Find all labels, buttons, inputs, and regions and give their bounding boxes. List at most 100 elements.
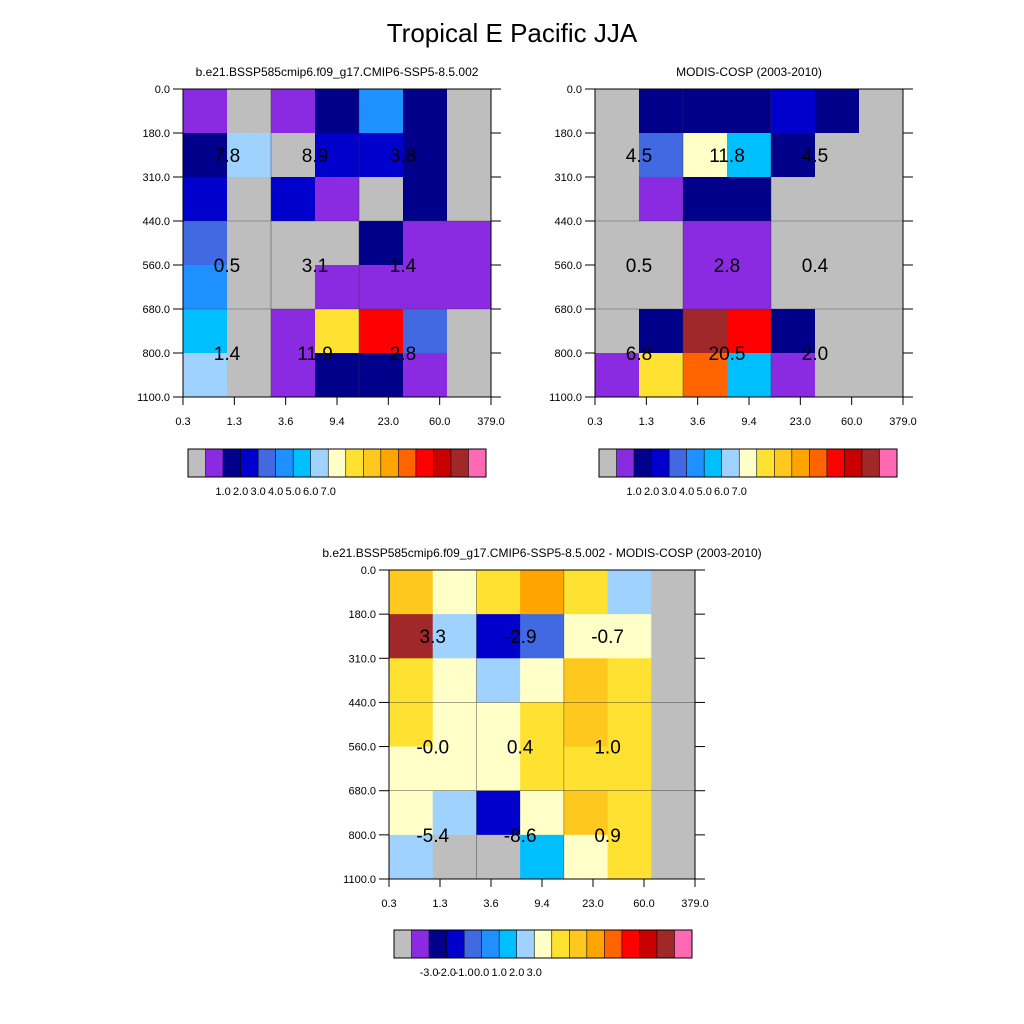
box-value-label: 2.8 <box>714 256 740 277</box>
heatmap-cell <box>683 265 728 310</box>
heatmap-cell <box>683 133 728 178</box>
heatmap-cell <box>359 177 404 222</box>
heatmap-cell <box>607 746 652 792</box>
heatmap-cell <box>859 309 904 354</box>
heatmap-cell <box>183 265 228 310</box>
heatmap-cell <box>595 221 640 266</box>
colorbar-frame <box>187 448 487 478</box>
y-tick-label: 180.0 <box>142 128 170 140</box>
chart-panel-3: b.e21.BSSP585cmip6.f09_g17.CMIP6-SSP5-8.… <box>322 546 761 979</box>
colorbar-swatch <box>704 449 723 477</box>
colorbar-swatch <box>188 449 206 477</box>
box-value-label: 20.5 <box>709 344 746 365</box>
colorbar-swatch <box>616 449 635 477</box>
heatmap-cell <box>683 309 728 354</box>
heatmap-cell <box>859 221 904 266</box>
heatmap-cell <box>227 265 272 310</box>
box-value-label: 8.9 <box>302 146 328 167</box>
colorbar-swatch <box>328 449 347 477</box>
y-tick-label: 310.0 <box>348 653 376 665</box>
heatmap-cell <box>476 658 521 703</box>
colorbar-label: 7.0 <box>321 486 336 498</box>
colorbar-swatch <box>586 930 605 958</box>
box-value-label: 4.5 <box>626 146 652 167</box>
heatmap-cell <box>389 658 434 703</box>
heatmap-cell <box>607 614 652 659</box>
heatmap-cell <box>271 89 316 134</box>
y-tick-label: 560.0 <box>142 260 170 272</box>
heatmap-cell <box>563 614 609 659</box>
heatmap-cell <box>183 221 228 266</box>
colorbar-swatch <box>756 449 775 477</box>
heatmap-cell <box>651 746 696 792</box>
colorbar-label: 6.0 <box>714 486 729 498</box>
box-value-label: 3.3 <box>420 627 446 648</box>
colorbar-swatch <box>415 449 434 477</box>
heatmap-cell <box>595 309 640 354</box>
heatmap-cell <box>727 265 772 310</box>
heatmap-cell <box>727 353 772 398</box>
colorbar-label: 1.0 <box>492 967 507 979</box>
heatmap-cell <box>271 265 316 310</box>
heatmap-cell <box>315 177 360 222</box>
colorbar-swatch <box>363 449 382 477</box>
colorbar-label: 2.0 <box>233 486 248 498</box>
heatmap-cell <box>815 177 860 222</box>
x-tick-label: 3.6 <box>278 416 293 428</box>
heatmap-cell <box>815 309 860 354</box>
heatmap-cell <box>639 89 684 134</box>
heatmap-cell <box>359 265 404 310</box>
heatmap-cell <box>403 177 448 222</box>
colorbar-swatch <box>599 449 617 477</box>
colorbar-label: 3.0 <box>250 486 265 498</box>
heatmap-cell <box>389 834 434 880</box>
heatmap-cell <box>403 133 448 178</box>
heatmap-cell <box>520 570 565 615</box>
colorbar-swatch <box>861 449 880 477</box>
box-value-label: -2.9 <box>504 627 537 648</box>
y-tick-label: 1100.0 <box>343 874 376 886</box>
colorbar-swatch <box>468 449 487 477</box>
box-value-label: -0.0 <box>416 738 449 759</box>
heatmap-cell <box>432 570 477 615</box>
y-tick-label: 440.0 <box>142 216 170 228</box>
box-value-label: 1.0 <box>594 738 620 759</box>
x-tick-label: 60.0 <box>429 416 450 428</box>
colorbar-swatch <box>411 930 430 958</box>
colorbar-swatch <box>844 449 863 477</box>
y-tick-label: 680.0 <box>348 786 376 798</box>
heatmap-cell <box>315 353 360 398</box>
box-value-label: -0.7 <box>591 627 624 648</box>
colorbar-swatch <box>516 930 535 958</box>
heatmap-cell <box>271 133 316 178</box>
y-tick-label: 1100.0 <box>137 392 170 404</box>
colorbar-swatch <box>879 449 898 477</box>
colorbar-swatch <box>481 930 500 958</box>
heatmap-cell <box>227 89 272 134</box>
heatmap-cell <box>815 221 860 266</box>
heatmap-cell <box>227 133 272 178</box>
heatmap-cell <box>771 221 816 266</box>
box-value-label: 3.1 <box>302 256 328 277</box>
heatmap-cell <box>639 309 684 354</box>
heatmap-cell <box>607 658 652 703</box>
colorbar-swatch <box>791 449 810 477</box>
colorbar-label: -3.0 <box>420 967 439 979</box>
colorbar-swatch <box>774 449 793 477</box>
box-value-label: 1.4 <box>214 344 241 365</box>
heatmap-cell <box>520 746 565 792</box>
colorbar-label: 1.0 <box>215 486 230 498</box>
heatmap-cell <box>315 309 360 354</box>
heatmap-cell <box>639 177 684 222</box>
colorbar-label: -2.0 <box>437 967 456 979</box>
heatmap-cell <box>476 790 521 836</box>
y-tick-label: 800.0 <box>142 348 170 360</box>
y-tick-label: 0.0 <box>155 84 170 96</box>
box-value-label: 0.4 <box>507 738 534 759</box>
heatmap-cell <box>183 177 228 222</box>
chart-panel-2: MODIS-COSP (2003-2010) 0.0 180.0 310.0 440.0… <box>549 65 917 498</box>
y-tick-label: 440.0 <box>348 697 376 709</box>
heatmap-cell <box>389 746 434 792</box>
heatmap-cell <box>727 309 772 354</box>
